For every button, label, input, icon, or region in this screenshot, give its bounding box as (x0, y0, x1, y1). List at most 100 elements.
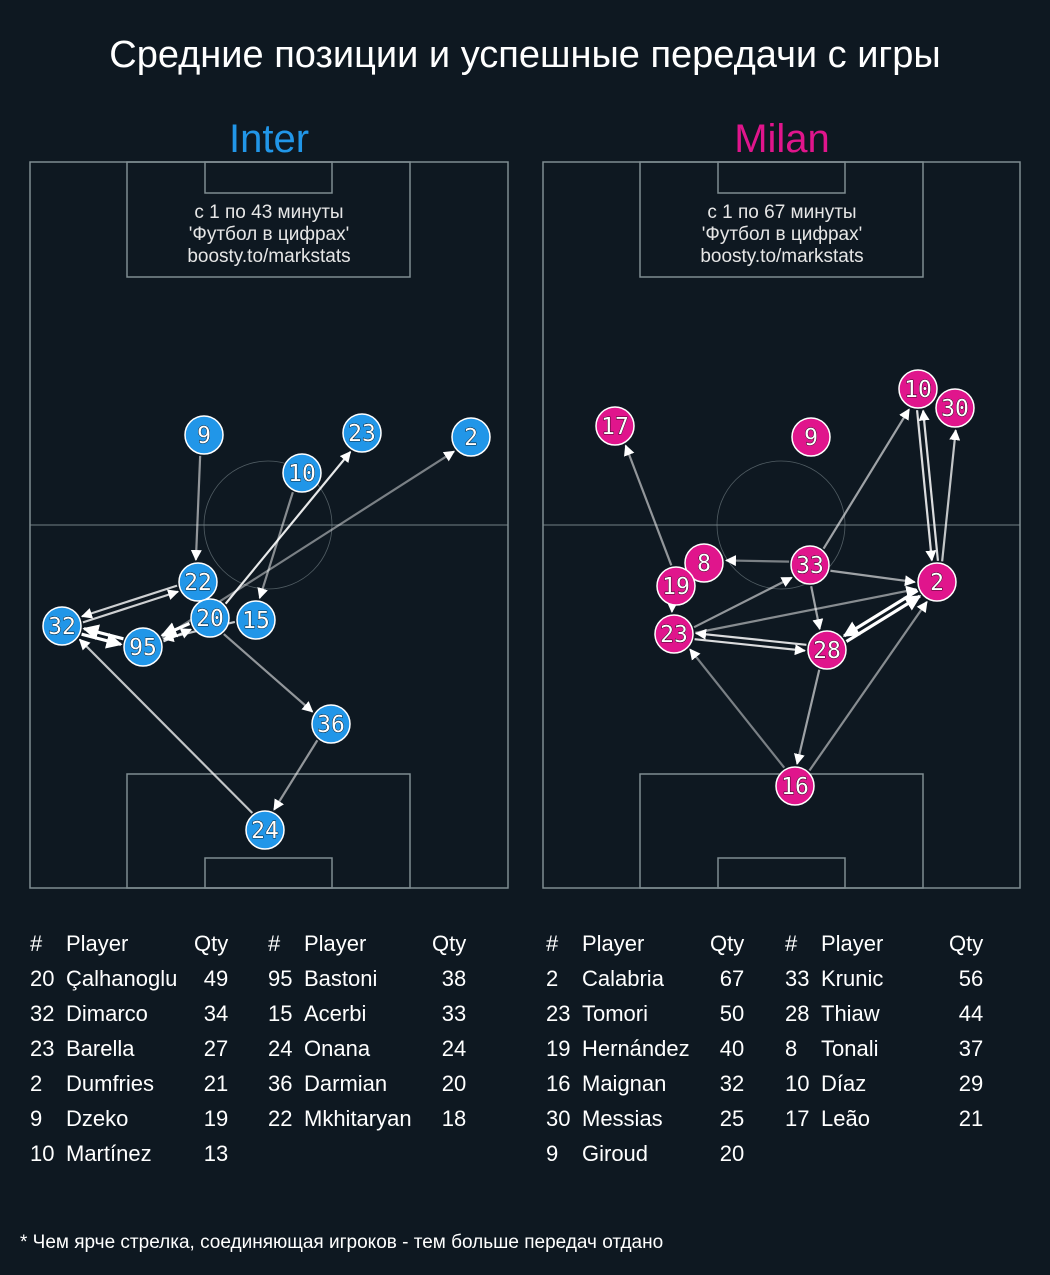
cell-qty: 56 (958, 965, 984, 991)
cell-qty: 33 (441, 1000, 467, 1026)
player-circle (807, 630, 847, 670)
player-node-10: 10 (282, 453, 322, 493)
cell-player: Darmian (304, 1070, 388, 1096)
table-row: 19 Hernández 40 (546, 1031, 744, 1066)
player-node-10: 10 (898, 369, 938, 409)
cell-player: Leão (821, 1105, 870, 1131)
player-circle (790, 545, 830, 585)
team-name-inter: Inter (228, 117, 310, 161)
player-circle (42, 606, 82, 646)
cell-num: 16 (546, 1070, 571, 1096)
pass-arrow-28-to-23 (695, 628, 807, 646)
player-circle (917, 562, 957, 602)
player-circle (190, 598, 230, 638)
note-line: с 1 по 43 минуты (194, 202, 344, 223)
table-row: 9 Giroud 20 (546, 1136, 744, 1171)
cell-num: 32 (30, 1000, 55, 1026)
pass-arrow-33-to-8 (724, 555, 790, 567)
cell-qty: 37 (958, 1035, 984, 1061)
table-header-row: # Player Qty (785, 926, 983, 961)
pass-arrow-24-to-32 (78, 638, 254, 814)
note-line: 'Футбол в цифрах' (188, 224, 350, 245)
cell-num: 23 (30, 1035, 55, 1061)
cell-qty: 44 (958, 1000, 984, 1026)
cell-player: Calabria (582, 965, 664, 991)
cell-qty: 50 (719, 1000, 745, 1026)
player-node-36: 36 (311, 704, 351, 744)
pass-arrow-95-to-32 (82, 624, 124, 641)
pass-arrow-23-to-33 (693, 576, 793, 629)
cell-qty: 24 (441, 1035, 467, 1061)
player-node-23: 23 (654, 614, 694, 654)
player-number: 17 (601, 414, 629, 440)
cell-num: 10 (30, 1140, 55, 1166)
cell-player: Thiaw (821, 1000, 880, 1026)
cell-qty: 20 (441, 1070, 467, 1096)
pass-arrow-22-to-32 (80, 584, 178, 619)
player-node-95: 95 (123, 627, 163, 667)
cell-player: Acerbi (304, 1000, 367, 1026)
pass-arrow-19-to-17 (624, 444, 673, 566)
cell-num: 2 (30, 1070, 43, 1096)
table-row: 8 Tonali 37 (785, 1031, 983, 1066)
pitch-milan (542, 161, 1021, 889)
player-number: 23 (660, 622, 688, 648)
table-row: 20 Çalhanoglu 49 (30, 961, 228, 996)
pass-arrow-2-to-10 (918, 409, 940, 561)
column-header-num: # (268, 930, 281, 956)
column-header-num: # (785, 930, 798, 956)
table-row: 15 Acerbi 33 (268, 996, 466, 1031)
player-number: 2 (930, 570, 944, 596)
table-row: 2 Dumfries 21 (30, 1066, 228, 1101)
cell-player: Dumfries (66, 1070, 155, 1096)
cell-player: Díaz (821, 1070, 867, 1096)
player-number: 10 (288, 461, 316, 487)
cell-player: Çalhanoglu (66, 965, 178, 991)
cell-player: Krunic (821, 965, 884, 991)
pass-arrow-10-to-15 (257, 491, 294, 600)
column-header-player: Player (582, 930, 645, 956)
player-number: 20 (196, 606, 224, 632)
cell-num: 23 (546, 1000, 571, 1026)
table-row: 17 Leão 21 (785, 1101, 983, 1136)
note-line: boosty.to/markstats (700, 246, 864, 267)
player-circle (311, 704, 351, 744)
table-row: 30 Messias 25 (546, 1101, 744, 1136)
cell-qty: 27 (203, 1035, 229, 1061)
player-circle (342, 413, 382, 453)
note-line: boosty.to/markstats (187, 246, 351, 267)
table-row: 10 Díaz 29 (785, 1066, 983, 1101)
page-title: Средние позиции и успешные передачи с иг… (109, 34, 941, 76)
cell-num: 15 (268, 1000, 293, 1026)
player-number: 16 (781, 774, 809, 800)
cell-num: 28 (785, 1000, 810, 1026)
center-circle (716, 460, 846, 590)
cell-qty: 40 (719, 1035, 745, 1061)
player-number: 24 (251, 818, 279, 844)
player-node-9: 9 (791, 417, 831, 457)
pitch-inter (29, 161, 509, 889)
pass-arrow-23-to-28 (694, 638, 806, 656)
cell-num: 17 (785, 1105, 810, 1131)
column-header-player: Player (821, 930, 884, 956)
player-number: 15 (242, 608, 270, 634)
table-row: 16 Maignan 32 (546, 1066, 744, 1101)
table-row: 9 Dzeko 19 (30, 1101, 228, 1136)
player-node-9: 9 (184, 415, 224, 455)
cell-num: 20 (30, 965, 55, 991)
player-node-30: 30 (935, 388, 975, 428)
column-header-num: # (30, 930, 43, 956)
cell-num: 36 (268, 1070, 293, 1096)
player-number: 10 (904, 377, 932, 403)
player-circle (184, 415, 224, 455)
player-number: 30 (941, 396, 969, 422)
cell-num: 22 (268, 1105, 293, 1131)
player-circle (898, 369, 938, 409)
player-circle (654, 614, 694, 654)
goal-area-bottom (204, 857, 333, 889)
player-circle (684, 543, 724, 583)
player-node-20: 20 (190, 598, 230, 638)
player-number: 23 (348, 421, 376, 447)
player-circle (245, 810, 285, 850)
